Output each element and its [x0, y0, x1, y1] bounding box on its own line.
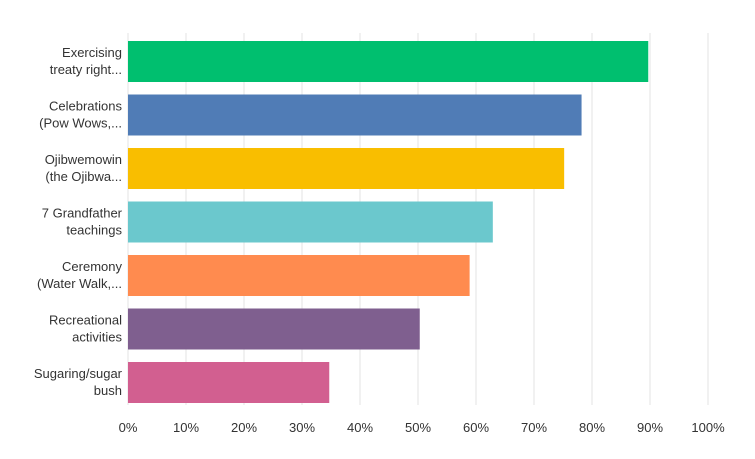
x-tick-label: 80% [579, 420, 605, 435]
bars [128, 41, 649, 403]
category-label-line: Celebrations [49, 99, 122, 114]
category-label: Recreational activities [49, 313, 122, 345]
category-label-line: activities [72, 330, 122, 345]
category-label-line: (Pow Wows,... [39, 116, 122, 131]
x-tick-label: 30% [289, 420, 315, 435]
category-label: Exercising treaty right... [50, 45, 122, 77]
category-label-line: treaty right... [50, 62, 122, 77]
bar [128, 41, 649, 82]
x-tick-label: 90% [637, 420, 663, 435]
bar [128, 94, 582, 136]
category-label: 7 Grandfather teachings [42, 206, 123, 238]
x-tick-label: 70% [521, 420, 547, 435]
category-label-line: Ojibwemowin [45, 152, 122, 167]
category-label: Ceremony (Water Walk,... [37, 259, 122, 291]
x-tick-label: 10% [173, 420, 199, 435]
x-axis-ticks: 0% 10% 20% 30% 40% 50% 60% 70% 80% 90% 100% [119, 420, 725, 435]
category-label-line: bush [94, 383, 122, 398]
bar [128, 362, 330, 403]
x-tick-label: 0% [119, 420, 138, 435]
bar [128, 201, 493, 243]
category-label-line: (Water Walk,... [37, 276, 122, 291]
x-tick-label: 40% [347, 420, 373, 435]
bar [128, 148, 565, 189]
x-tick-label: 50% [405, 420, 431, 435]
category-label-line: Sugaring/sugar [34, 366, 123, 381]
x-tick-label: 20% [231, 420, 257, 435]
category-labels: Exercising treaty right... Celebrations (Po… [34, 45, 123, 398]
category-label-line: teachings [66, 223, 122, 238]
category-label-line: Ceremony [62, 259, 122, 274]
bar [128, 308, 420, 350]
bar [128, 255, 470, 296]
category-label: Ojibwemowin (the Ojibwa... [45, 152, 122, 184]
category-label-line: 7 Grandfather [42, 206, 123, 221]
x-tick-label: 100% [691, 420, 725, 435]
x-tick-label: 60% [463, 420, 489, 435]
category-label: Celebrations (Pow Wows,... [39, 99, 122, 131]
category-label: Sugaring/sugar bush [34, 366, 123, 398]
category-label-line: (the Ojibwa... [45, 169, 122, 184]
category-label-line: Exercising [62, 45, 122, 60]
category-label-line: Recreational [49, 313, 122, 328]
